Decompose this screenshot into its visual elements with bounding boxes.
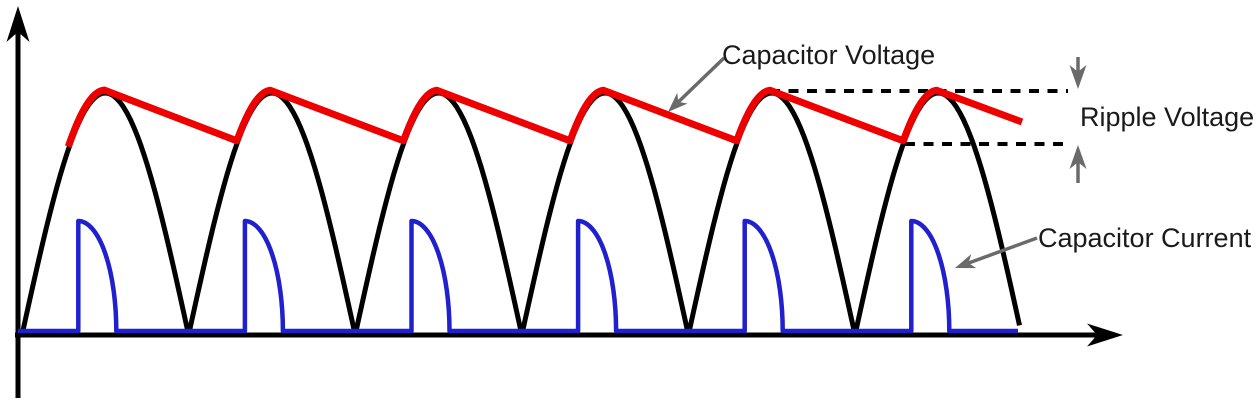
ripple-dashed-lines bbox=[770, 89, 1068, 146]
capacitor-current-arrow-shaft bbox=[965, 236, 1038, 266]
rectified-sine-path bbox=[19, 90, 1022, 338]
axes bbox=[6, 6, 1123, 398]
x-axis-arrowhead bbox=[1087, 323, 1123, 347]
capacitor-voltage-path bbox=[64, 86, 1024, 148]
annotation-arrows bbox=[668, 56, 1087, 269]
capacitor-voltage-arrow-shaft bbox=[675, 56, 726, 105]
rectified-sine-curve bbox=[19, 90, 1022, 338]
capacitor-current-label: Capacitor Current bbox=[1038, 223, 1252, 253]
capacitor-current-arrow bbox=[955, 254, 977, 269]
ripple-voltage-label: Ripple Voltage bbox=[1080, 102, 1254, 132]
ripple-down-arrow bbox=[1069, 65, 1087, 89]
y-axis-arrowhead bbox=[6, 6, 30, 42]
capacitor-current-curve bbox=[18, 218, 1018, 334]
capacitor-voltage-label: Capacitor Voltage bbox=[722, 40, 935, 70]
capacitor-voltage-arrow bbox=[668, 92, 688, 112]
capacitor-voltage-curve bbox=[64, 86, 1024, 148]
ripple-up-arrow bbox=[1069, 145, 1087, 169]
capacitor-current-path bbox=[18, 218, 1018, 334]
